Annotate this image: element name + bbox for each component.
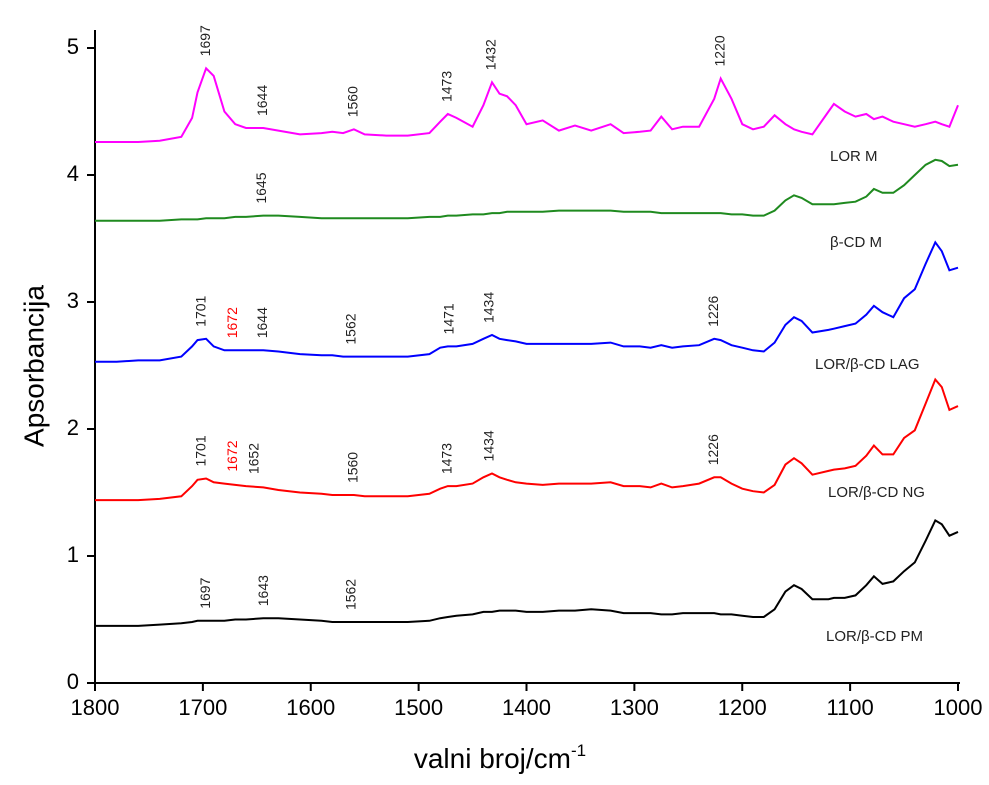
peak-label: 1645: [253, 172, 269, 203]
peak-label: 1226: [705, 295, 721, 326]
peak-label: 1697: [197, 577, 213, 608]
peak-label: 1701: [192, 295, 208, 326]
x-tick-label: 1600: [286, 695, 335, 720]
x-axis-label-text: valni broj/cm: [414, 743, 571, 774]
peak-label: 1226: [705, 434, 721, 465]
peak-label: 1562: [342, 313, 358, 344]
peak-label: 1701: [192, 435, 208, 466]
x-tick-label: 1000: [934, 695, 983, 720]
series-label: LOR/β-CD LAG: [815, 356, 919, 373]
x-tick-label: 1200: [718, 695, 767, 720]
peak-label: 1434: [481, 292, 497, 323]
peak-label: 1434: [481, 430, 497, 461]
spectrum-line: [95, 158, 959, 222]
y-tick-label: 3: [67, 288, 79, 313]
peak-label: 1432: [483, 39, 499, 70]
spectrum-line: [95, 518, 959, 627]
peak-label: 1672: [224, 440, 240, 471]
x-axis-label-sup: -1: [571, 741, 586, 760]
x-tick-label: 1300: [610, 695, 659, 720]
x-tick-label: 1800: [71, 695, 120, 720]
x-tick-label: 1400: [502, 695, 551, 720]
spectrum-line: [95, 377, 959, 502]
y-tick-label: 0: [67, 669, 79, 694]
peak-label: 1644: [254, 85, 270, 116]
peak-label: 1643: [255, 575, 271, 606]
peak-label: 1697: [197, 25, 213, 56]
peak-label: 1562: [342, 579, 358, 610]
x-axis-label: valni broj/cm-1: [414, 741, 586, 774]
spectrum-line: [95, 66, 959, 143]
peak-label: 1652: [245, 443, 261, 474]
peak-label: 1672: [224, 307, 240, 338]
series-label: LOR/β-CD NG: [828, 484, 925, 501]
x-tick-label: 1700: [178, 695, 227, 720]
y-tick-label: 5: [67, 34, 79, 59]
y-tick-label: 4: [67, 161, 79, 186]
peak-label: 1473: [438, 71, 454, 102]
x-tick-label: 1100: [826, 695, 873, 720]
y-tick-label: 2: [67, 415, 79, 440]
y-tick-label: 1: [67, 542, 79, 567]
series-label: β-CD M: [830, 234, 882, 251]
peak-label: 1471: [441, 303, 457, 334]
spectrum-line: [95, 240, 959, 363]
peak-label: 1560: [345, 452, 361, 483]
series-label: LOR/β-CD PM: [826, 628, 923, 645]
peak-label: 1473: [438, 443, 454, 474]
peak-label: 1220: [711, 35, 727, 66]
peak-label: 1560: [345, 86, 361, 117]
x-tick-label: 1500: [394, 695, 443, 720]
y-axis-label: Apsorbancija: [18, 285, 49, 447]
peak-label: 1644: [254, 307, 270, 338]
series-label: LOR M: [830, 148, 878, 165]
